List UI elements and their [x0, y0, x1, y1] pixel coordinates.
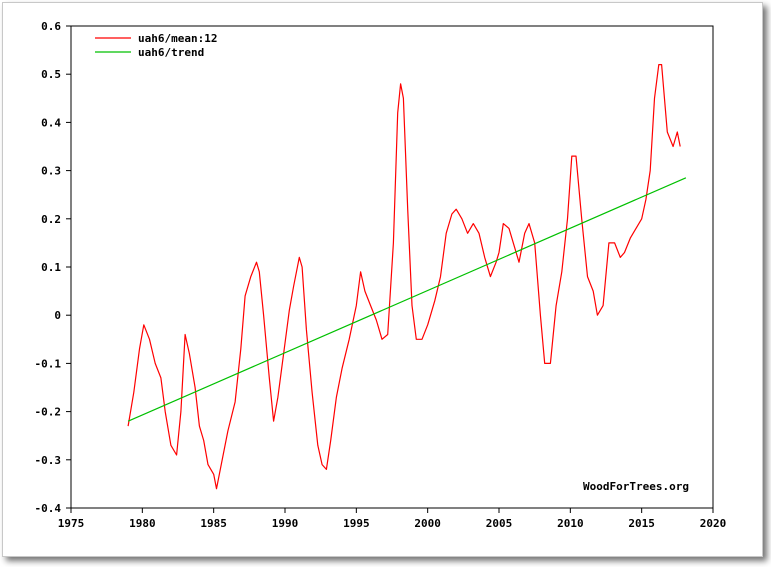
x-tick-label: 1975	[58, 517, 85, 530]
plot-area	[127, 63, 687, 490]
y-axis-ticks: -0.4 -0.3 -0.2 -0.1 0 0.1 0.2 0.3 0.4 0.5 0.6	[35, 20, 71, 515]
x-tick-label: 2000	[414, 517, 441, 530]
x-tick-label: 2015	[628, 517, 655, 530]
chart-frame: 1975 1980 1985 1990 1995 2000 2005 2010 2015 2020…	[2, 2, 763, 557]
y-tick-label: 0.4	[41, 116, 61, 129]
legend-label: uah6/trend	[138, 46, 204, 59]
y-tick-label: 0.2	[41, 213, 61, 226]
legend-label: uah6/mean:12	[138, 32, 217, 45]
x-tick-label: 2020	[700, 517, 727, 530]
y-tick-label: -0.3	[35, 454, 62, 467]
series-line-uah6-mean-12	[127, 63, 681, 490]
credit-label: WoodForTrees.org	[583, 480, 689, 493]
line-chart: 1975 1980 1985 1990 1995 2000 2005 2010 2015 2020…	[35, 20, 727, 530]
x-tick-label: 2005	[486, 517, 513, 530]
y-tick-label: 0	[54, 309, 61, 322]
y-tick-label: 0.6	[41, 20, 61, 33]
series-line-uah6-trend	[127, 177, 687, 422]
y-tick-label: 0.1	[41, 261, 61, 274]
y-tick-label: 0.3	[41, 165, 61, 178]
y-tick-label: -0.1	[35, 357, 62, 370]
y-tick-label: 0.5	[41, 68, 61, 81]
x-tick-label: 1995	[343, 517, 370, 530]
x-tick-label: 1985	[200, 517, 227, 530]
y-tick-label: -0.4	[35, 502, 62, 515]
x-axis-ticks: 1975 1980 1985 1990 1995 2000 2005 2010 2015 2020	[58, 508, 727, 530]
x-tick-label: 1990	[272, 517, 299, 530]
x-tick-label: 1980	[129, 517, 156, 530]
x-tick-label: 2010	[557, 517, 584, 530]
y-tick-label: -0.2	[35, 406, 62, 419]
